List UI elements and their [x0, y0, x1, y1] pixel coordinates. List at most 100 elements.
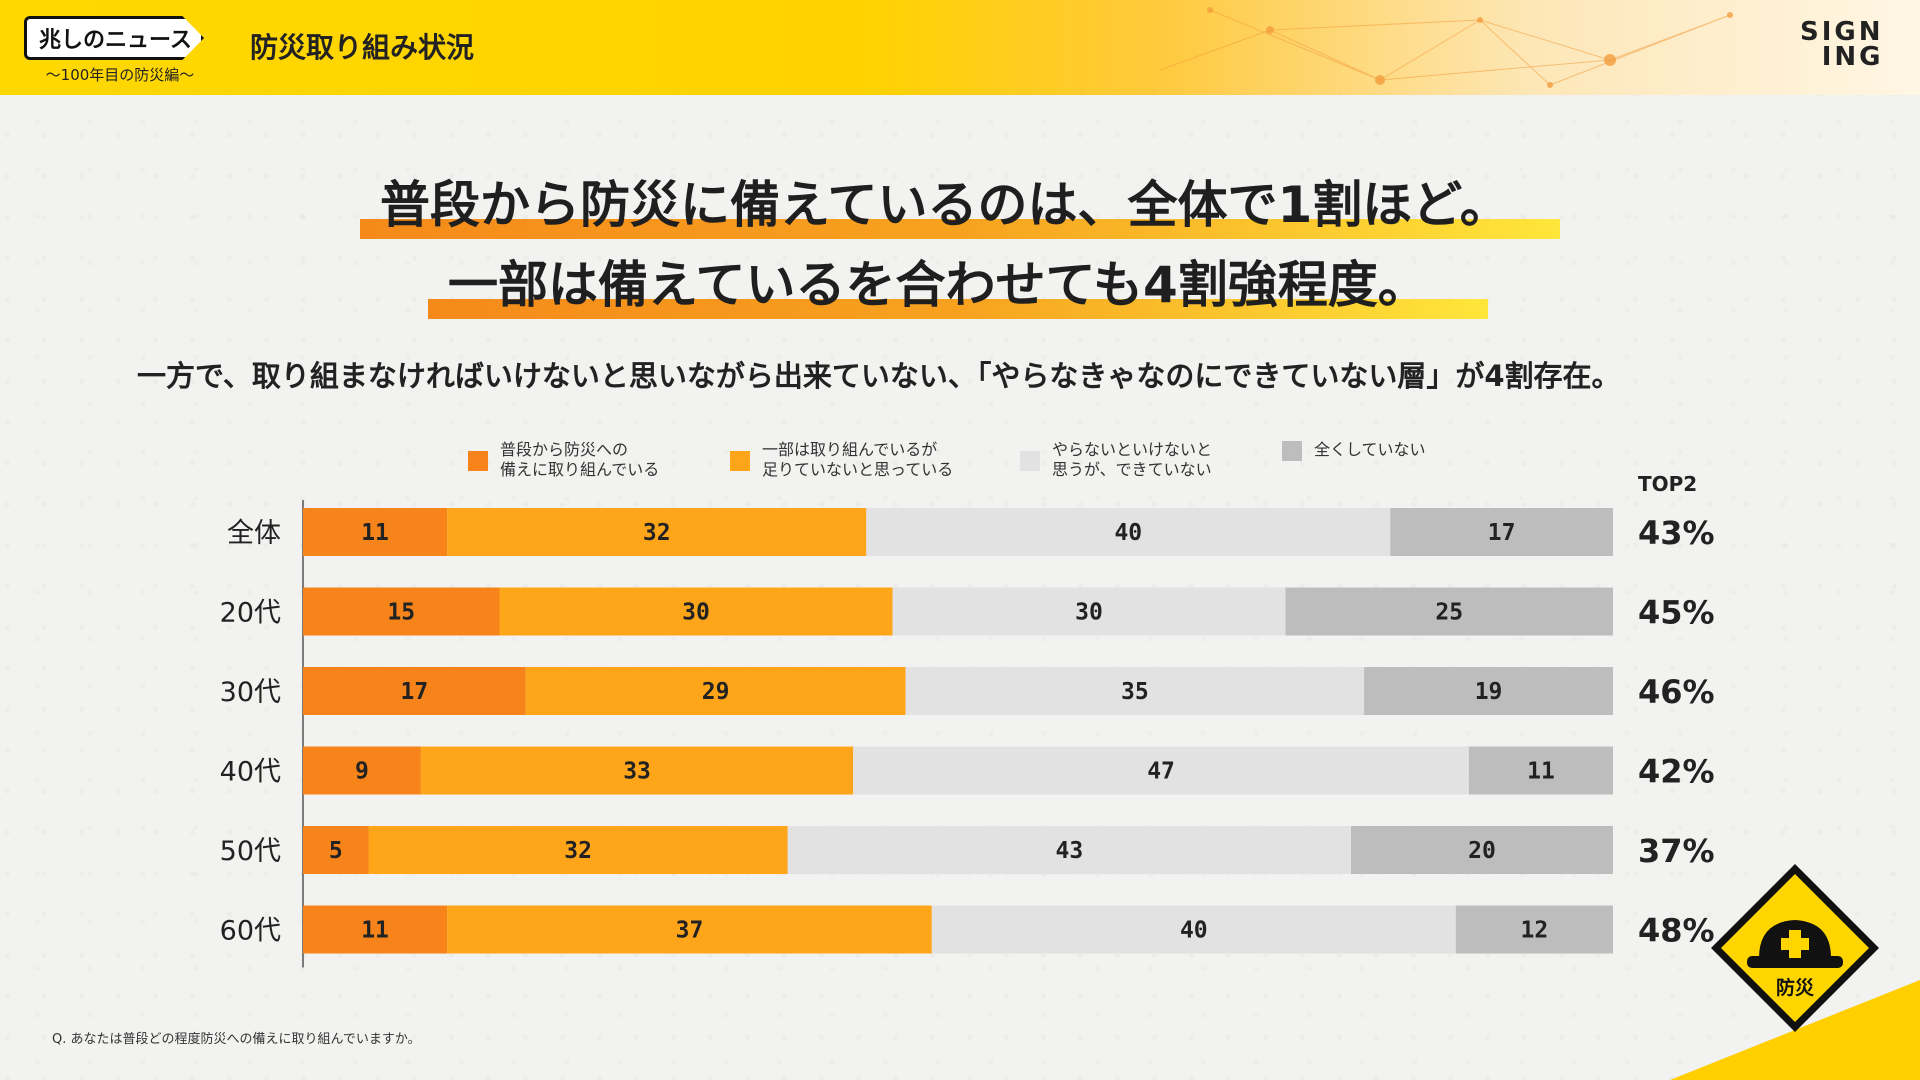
brand-line2: ING — [1821, 42, 1884, 72]
data-label: 35 — [1121, 679, 1149, 705]
bar-segment — [499, 587, 893, 636]
legend-label: 一部は取り組んでいるが — [762, 440, 938, 459]
top2-value: 48% — [1638, 912, 1715, 950]
top2-value: 46% — [1638, 673, 1715, 711]
bar-segment — [368, 826, 788, 874]
bar-segment — [905, 667, 1365, 715]
data-label: 43 — [1055, 838, 1083, 864]
badge-label: 防災 — [1776, 976, 1815, 999]
top2-value: 42% — [1638, 753, 1715, 791]
legend-label: 全くしていない — [1314, 440, 1426, 459]
subtext-before: 一方で、取り組まなければいけないと思いながら出来ていない、 — [137, 359, 977, 393]
data-label: 30 — [1075, 600, 1103, 626]
bar-segment — [447, 905, 932, 954]
data-label: 17 — [400, 679, 428, 705]
bar-segment — [892, 587, 1286, 636]
question-note: Q. あなたは普段どの程度防災への備えに取り組んでいますか。 — [52, 1032, 421, 1047]
headline-line1-text: 普段から防災に備えているのは、全体で1割ほど。 — [380, 176, 1510, 234]
headline-line1: 普段から防災に備えているのは、全体で1割ほど。 — [360, 165, 1560, 239]
legend-item-1: 普段から防災への 備えに取り組んでいる — [468, 440, 659, 480]
bar-segment — [866, 508, 1391, 556]
page-title: 防災取り組み状況 — [250, 31, 475, 64]
legend-swatch — [468, 451, 488, 471]
top2-value: 43% — [1638, 514, 1715, 552]
category-label: 50代 — [220, 836, 281, 867]
headline-line2-text: 一部は備えているを合わせても4割強程度。 — [448, 256, 1428, 314]
category-label: 30代 — [220, 677, 281, 708]
bar-segment — [303, 587, 500, 636]
bar-segment — [303, 746, 421, 795]
network-decoration — [1159, 7, 1733, 88]
disaster-prevention-badge: 防災 — [1711, 864, 1879, 1032]
bar-segment — [303, 667, 526, 715]
data-label: 37 — [676, 918, 704, 944]
legend-item-2: 一部は取り組んでいるが 足りていないと思っている — [730, 440, 953, 480]
bar-segment — [1351, 826, 1613, 874]
data-label: 11 — [1527, 759, 1555, 785]
data-label: 47 — [1147, 759, 1175, 785]
data-label: 20 — [1468, 838, 1496, 864]
legend-label: 備えに取り組んでいる — [500, 460, 660, 479]
bar-segment — [303, 508, 448, 556]
data-label: 29 — [702, 679, 730, 705]
data-label: 40 — [1114, 520, 1142, 546]
data-label: 32 — [643, 520, 671, 546]
bar-segment — [1285, 587, 1613, 636]
bar-segment — [447, 508, 867, 556]
legend-swatch — [1282, 441, 1302, 461]
legend-item-3: やらないといけないと 思うが、できていない — [1020, 440, 1212, 480]
logo-text: 兆しのニュース — [39, 28, 192, 53]
data-label: 40 — [1180, 918, 1208, 944]
data-label: 5 — [329, 838, 343, 864]
data-label: 33 — [623, 759, 651, 785]
bar-segment — [853, 746, 1469, 795]
category-label: 20代 — [220, 598, 281, 629]
brand-logo: SIGN ING — [1800, 17, 1884, 72]
data-label: 32 — [564, 838, 592, 864]
bar-segment — [787, 826, 1351, 874]
logo: 兆しのニュース — [24, 16, 204, 60]
header-bar: 兆しのニュース 〜100年目の防災編〜 防災取り組み状況 SIGN ING — [0, 0, 1920, 95]
legend-item-4: 全くしていない — [1282, 440, 1426, 461]
headline-line2: 一部は備えているを合わせても4割強程度。 — [428, 245, 1488, 319]
top2-value: 37% — [1638, 832, 1715, 870]
bar-segment — [303, 826, 369, 874]
category-label: 40代 — [220, 757, 281, 788]
legend-label: 思うが、できていない — [1052, 460, 1212, 479]
subtext-after: が4割存在。 — [1455, 359, 1621, 393]
headline-highlight — [428, 299, 1488, 319]
bar-segment — [1390, 508, 1613, 556]
data-label: 11 — [361, 918, 389, 944]
bar-segment — [420, 746, 854, 795]
data-label: 17 — [1488, 520, 1516, 546]
legend-label: やらないといけないと — [1052, 440, 1213, 459]
data-label: 19 — [1475, 679, 1503, 705]
data-label: 12 — [1521, 918, 1549, 944]
headline-highlight — [360, 219, 1560, 239]
bar-segment — [525, 667, 906, 715]
data-label: 9 — [355, 759, 369, 785]
brand-line1: SIGN — [1800, 17, 1884, 47]
bar-segment — [303, 905, 448, 954]
legend-swatch — [1020, 451, 1040, 471]
bar-segment — [1455, 905, 1613, 954]
data-label: 25 — [1435, 600, 1463, 626]
top2-value: 45% — [1638, 594, 1715, 632]
category-label: 全体 — [227, 518, 281, 549]
bar-segment — [1364, 667, 1613, 715]
legend-label: 普段から防災への — [500, 440, 629, 459]
data-label: 11 — [361, 520, 389, 546]
subtext-highlight: 「やらなきゃなのにできていない層」 — [976, 359, 1456, 393]
top2-header: TOP2 — [1638, 472, 1698, 496]
logo-subtitle: 〜100年目の防災編〜 — [45, 66, 195, 84]
data-label: 15 — [387, 600, 415, 626]
category-label: 60代 — [220, 916, 281, 947]
subtext: 一方で、取り組まなければいけないと思いながら出来ていない、「やらなきゃなのにでき… — [137, 353, 1621, 395]
bar-segment — [931, 905, 1456, 954]
legend-swatch — [730, 451, 750, 471]
bar-segment — [1468, 746, 1613, 795]
helmet-icon — [1747, 920, 1843, 968]
legend-label: 足りていないと思っている — [762, 460, 954, 479]
data-label: 30 — [682, 600, 710, 626]
